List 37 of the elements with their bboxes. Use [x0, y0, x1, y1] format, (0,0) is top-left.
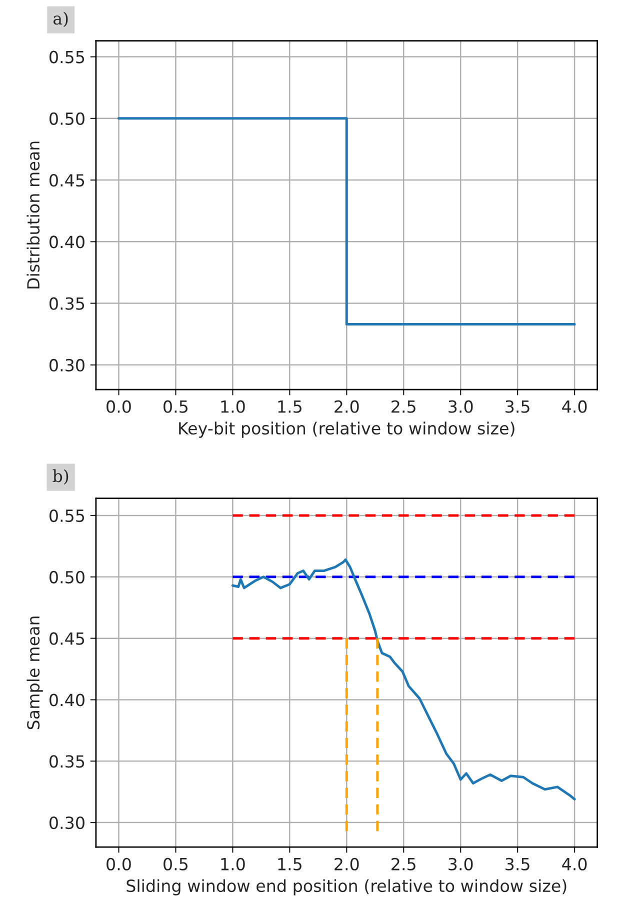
x-tick-label: 2.0 — [334, 858, 359, 870]
x-tick-label: 1.0 — [221, 400, 245, 413]
text: a) — [53, 12, 68, 28]
y-tick-label: 0.35 — [50, 297, 84, 310]
y-axis-title: Sample mean — [26, 616, 43, 730]
x-tick-label: 0.5 — [164, 400, 188, 413]
x-axis-title: Key-bit position (relative to window size) — [179, 422, 514, 438]
y-tick-label: 0.55 — [50, 509, 84, 522]
x-tick-label: 3.5 — [506, 400, 530, 413]
text: b) — [52, 469, 68, 485]
x-axis-title: Sliding window end position (relative to window size) — [126, 879, 566, 896]
x-tick-label: 2.5 — [392, 400, 416, 413]
y-tick-label: 0.40 — [50, 236, 84, 248]
x-tick-label: 2.5 — [392, 858, 416, 870]
y-tick-label: 0.40 — [50, 694, 84, 706]
x-tick-label: 1.5 — [278, 858, 302, 870]
y-tick-label: 0.30 — [50, 358, 84, 372]
y-tick-label: 0.35 — [50, 755, 84, 768]
x-tick-label: 1.5 — [278, 400, 302, 413]
x-tick-label: 2.0 — [334, 400, 359, 413]
line-series — [231, 558, 576, 800]
x-tick-label: 0.0 — [106, 400, 131, 413]
x-tick-label: 3.0 — [448, 858, 473, 870]
y-tick-label: 0.45 — [50, 632, 84, 645]
y-axis-title: Distribution mean — [26, 142, 40, 288]
x-tick-label: 0.5 — [164, 858, 188, 870]
x-tick-label: 3.5 — [506, 858, 530, 870]
y-tick-label: 0.30 — [50, 816, 84, 830]
x-tick-label: 3.0 — [448, 400, 473, 413]
x-tick-label: 0.0 — [106, 858, 131, 870]
y-tick-label: 0.55 — [50, 50, 84, 64]
y-tick-label: 0.45 — [50, 174, 84, 187]
x-tick-label: 1.0 — [221, 858, 245, 870]
x-tick-label: 4.0 — [562, 400, 587, 413]
y-tick-label: 0.50 — [50, 112, 84, 125]
x-tick-label: 4.0 — [562, 858, 587, 870]
y-tick-label: 0.50 — [50, 570, 84, 584]
